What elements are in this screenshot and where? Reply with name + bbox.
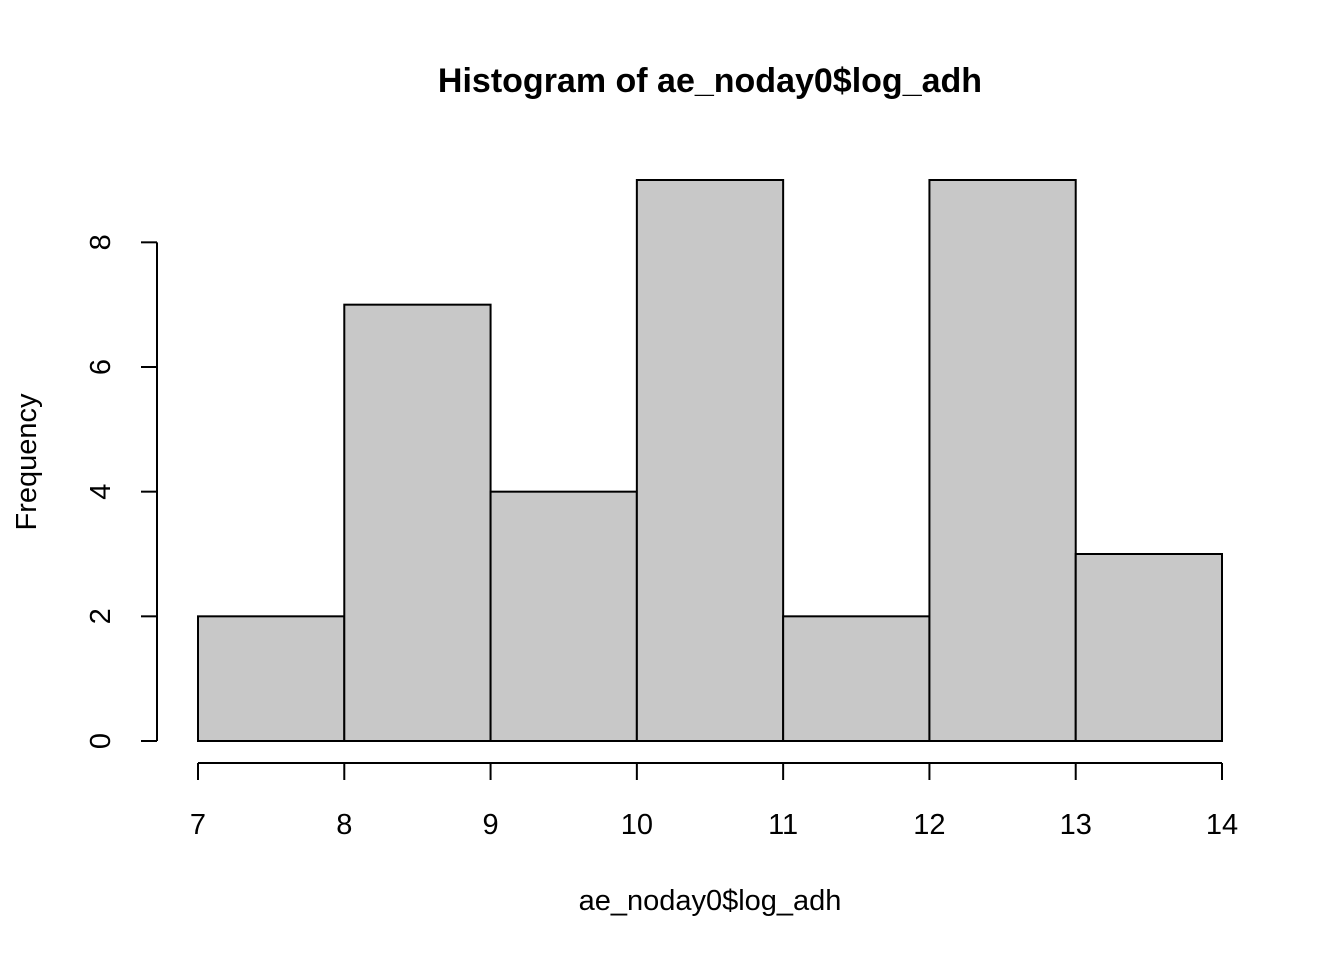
- y-tick-label-4: 4: [85, 484, 117, 500]
- y-axis-label: Frequency: [11, 393, 43, 531]
- histogram-bar-1: [343, 303, 492, 742]
- histogram-bar-2: [489, 490, 638, 742]
- bars-group: [197, 179, 1223, 742]
- histogram-bar-3: [635, 179, 785, 742]
- x-tick-label-14: 14: [1206, 809, 1238, 841]
- x-tick-label-10: 10: [621, 809, 653, 841]
- y-tick-label-6: 6: [85, 359, 117, 375]
- histogram-bar-5: [928, 179, 1077, 742]
- x-tick-label-9: 9: [483, 809, 499, 841]
- chart-title: Histogram of ae_noday0$log_adh: [438, 62, 982, 100]
- histogram-bar-0: [197, 615, 346, 742]
- histogram-bar-6: [1074, 553, 1223, 742]
- y-tick-label-0: 0: [85, 733, 117, 749]
- x-tick-label-7: 7: [190, 809, 206, 841]
- y-tick-label-8: 8: [85, 234, 117, 250]
- x-tick-label-13: 13: [1060, 809, 1092, 841]
- x-tick-label-11: 11: [768, 809, 798, 841]
- x-tick-label-12: 12: [913, 809, 945, 841]
- x-axis-ticks: 7 8 9 10 11 12 13 14: [190, 763, 1238, 841]
- histogram-bar-4: [782, 615, 931, 742]
- x-tick-label-8: 8: [336, 809, 352, 841]
- y-tick-label-2: 2: [85, 608, 117, 624]
- y-axis-ticks: 0 2 4 6 8: [85, 234, 157, 749]
- x-axis-label: ae_noday0$log_adh: [579, 885, 842, 917]
